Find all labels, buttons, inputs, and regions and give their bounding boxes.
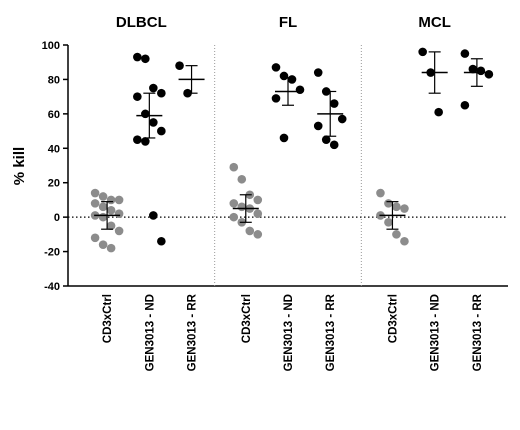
data-point xyxy=(376,188,385,198)
data-point xyxy=(141,109,150,119)
panel-title: FL xyxy=(279,14,297,31)
data-point xyxy=(337,114,347,124)
data-point xyxy=(279,71,289,81)
data-point xyxy=(460,100,470,110)
data-point xyxy=(229,212,239,222)
data-point xyxy=(133,52,142,62)
data-point xyxy=(253,195,263,205)
y-tick-label: 20 xyxy=(48,178,60,190)
data-point xyxy=(98,240,108,249)
data-point xyxy=(149,118,158,127)
data-point xyxy=(114,226,124,236)
y-tick-label: -20 xyxy=(44,247,60,259)
data-point xyxy=(384,218,393,227)
data-point xyxy=(98,192,108,201)
x-tick-label: CD3xCtrl xyxy=(241,294,253,343)
y-tick-label: 60 xyxy=(48,109,60,121)
data-point xyxy=(90,199,100,208)
data-point xyxy=(141,54,150,64)
data-point xyxy=(98,212,108,222)
data-point xyxy=(106,243,116,253)
x-tick-label: GEN3013 - ND xyxy=(283,294,295,371)
data-point xyxy=(114,195,124,205)
data-point xyxy=(400,236,409,246)
data-point xyxy=(418,47,427,57)
data-point xyxy=(476,66,486,76)
data-point xyxy=(434,107,443,117)
data-point xyxy=(460,49,470,58)
data-point xyxy=(271,94,281,103)
data-point xyxy=(392,202,401,212)
data-point xyxy=(90,233,100,243)
data-point xyxy=(468,64,478,74)
data-point xyxy=(287,75,297,84)
data-point xyxy=(157,236,166,246)
y-tick-label: 80 xyxy=(48,74,60,86)
panel-title: MCL xyxy=(418,14,451,31)
y-axis-label: % kill xyxy=(11,147,28,185)
x-tick-label: GEN3013 - RR xyxy=(472,293,484,371)
y-tick-label: 0 xyxy=(54,212,60,224)
data-point xyxy=(237,202,247,212)
data-point xyxy=(133,135,142,144)
data-point xyxy=(400,204,409,213)
x-tick-label: GEN3013 - ND xyxy=(430,294,442,371)
x-tick-label: GEN3013 - ND xyxy=(144,294,156,371)
data-point xyxy=(295,85,305,95)
x-tick-label: CD3xCtrl xyxy=(387,294,399,343)
data-point xyxy=(384,199,393,208)
data-point xyxy=(313,68,323,77)
data-point xyxy=(237,174,247,184)
data-point xyxy=(484,69,494,79)
data-point xyxy=(321,135,331,144)
data-point xyxy=(141,137,150,146)
data-point xyxy=(175,61,184,70)
data-point xyxy=(133,92,142,101)
data-point xyxy=(245,226,255,236)
data-point xyxy=(229,162,239,172)
data-point xyxy=(90,188,100,198)
y-tick-label: 40 xyxy=(48,143,60,155)
data-point xyxy=(279,133,289,143)
x-tick-label: CD3xCtrl xyxy=(102,294,114,343)
data-point xyxy=(106,195,116,205)
y-tick-label: -40 xyxy=(44,281,60,293)
data-point xyxy=(149,83,158,93)
data-point xyxy=(253,209,263,218)
data-point xyxy=(114,209,124,218)
data-point xyxy=(149,211,158,220)
data-point xyxy=(157,88,166,98)
data-point xyxy=(98,202,108,212)
data-point xyxy=(313,121,323,131)
data-point xyxy=(106,221,116,231)
data-point xyxy=(157,126,166,136)
data-point xyxy=(329,140,339,150)
data-point xyxy=(329,99,339,108)
data-point xyxy=(392,230,401,239)
data-point xyxy=(106,205,116,215)
panel-title: DLBCL xyxy=(116,14,167,31)
x-tick-label: GEN3013 - RR xyxy=(325,293,337,371)
x-tick-label: GEN3013 - RR xyxy=(187,293,199,371)
data-point xyxy=(253,230,263,239)
data-point xyxy=(229,199,239,208)
data-point xyxy=(271,63,281,72)
y-tick-label: 100 xyxy=(42,40,60,52)
